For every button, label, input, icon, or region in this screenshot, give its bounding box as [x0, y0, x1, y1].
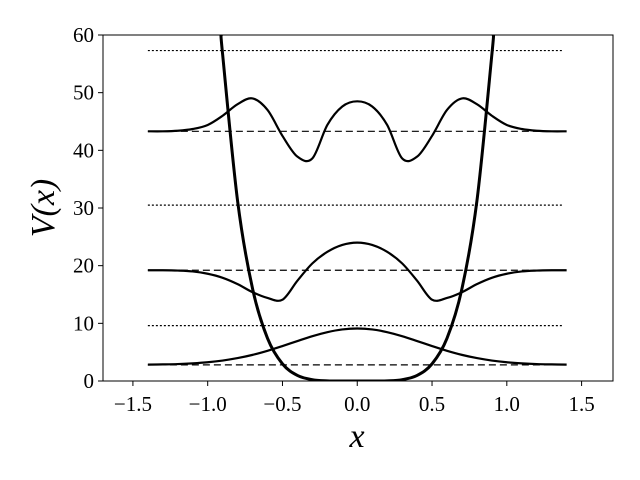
- x-tick-label: 0.0: [344, 392, 370, 416]
- x-axis-label: x: [348, 418, 364, 455]
- line: [147, 241, 567, 302]
- x-tick-label: 0.5: [419, 392, 445, 416]
- y-tick-label: 30: [73, 196, 94, 220]
- x-tick-label: 1.0: [494, 392, 520, 416]
- plot-frame: [102, 34, 614, 382]
- x-tick-label: 1.5: [568, 392, 594, 416]
- y-tick-label: 10: [73, 311, 94, 335]
- line: [147, 97, 567, 163]
- x-tick-label: −1.0: [189, 392, 227, 416]
- y-tick-label: 0: [84, 369, 95, 393]
- y-tick-label: 50: [73, 81, 94, 105]
- y-axis-label: V(x): [25, 179, 62, 238]
- x-tick-label: −0.5: [263, 392, 301, 416]
- y-tick-label: 20: [73, 254, 94, 278]
- y-tick-label: 60: [73, 23, 94, 47]
- line: [219, 35, 496, 381]
- line: [147, 327, 567, 366]
- x-tick-label: −1.5: [114, 392, 152, 416]
- y-tick-label: 40: [73, 138, 94, 162]
